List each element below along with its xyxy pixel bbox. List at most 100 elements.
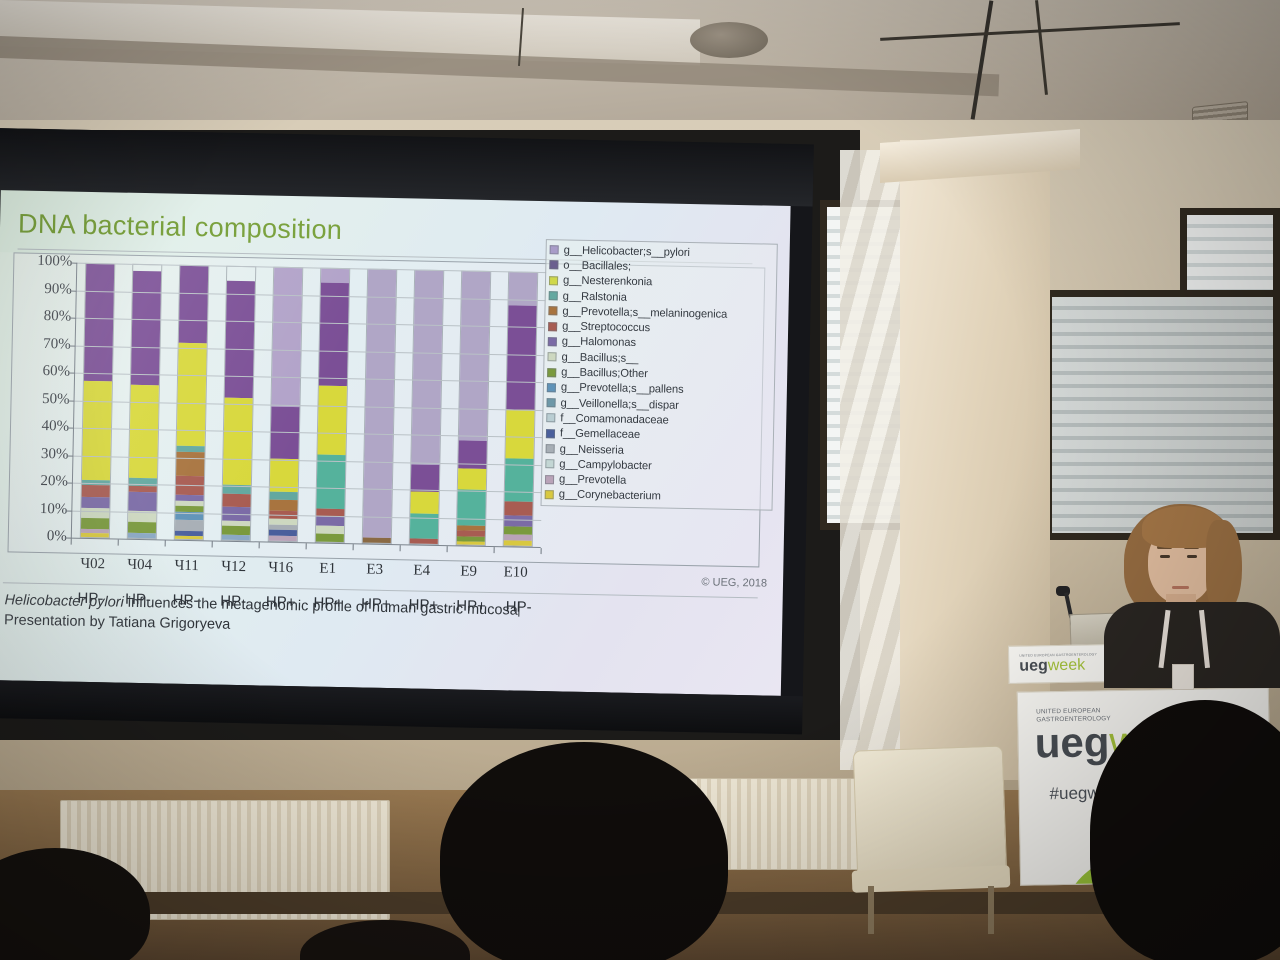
bar-segment [222, 397, 253, 486]
y-axis-tick-label: 100% [37, 252, 73, 270]
bar-segment [174, 535, 203, 540]
page-title: DNA bacterial composition [17, 208, 343, 246]
x-axis-tick [164, 540, 166, 547]
chair-leg [988, 886, 994, 934]
caption-species-name: Helicobacter pylori [4, 592, 124, 611]
bar-segment [81, 381, 112, 481]
legend-label: g__Neisseria [559, 442, 624, 457]
bar-segment [128, 384, 159, 479]
bar-segment [503, 515, 532, 527]
y-axis-tick-label: 20% [40, 473, 69, 490]
microphone-head [1056, 586, 1070, 596]
bar-segment [175, 451, 205, 477]
legend-label: g__Helicobacter;s__pylori [563, 244, 690, 259]
window-center [1045, 290, 1280, 540]
bar-segment [362, 269, 396, 538]
legend-color-swatch [544, 490, 554, 500]
legend-color-swatch [544, 474, 555, 484]
y-axis-tick [65, 482, 73, 484]
legend-label: o__Bacillales; [563, 259, 632, 273]
x-axis-label: E1 [319, 560, 337, 577]
y-axis-tick [70, 262, 78, 264]
bar-segment [174, 519, 203, 532]
bar-segment [127, 491, 157, 512]
curtain [840, 150, 910, 770]
name-badge [1172, 664, 1194, 690]
legend-label: g__Prevotella [558, 473, 627, 487]
y-axis-tick [69, 290, 77, 292]
week-wordmark-small: week [1047, 656, 1086, 674]
legend-color-swatch [549, 260, 559, 270]
copyright-text: © UEG, 2018 [701, 576, 768, 590]
x-axis-label: Ч11 [174, 557, 200, 575]
y-axis-tick-label: 40% [41, 418, 70, 435]
presentation-slide: DNA bacterial composition 0% 10% 20% 30% 40%… [0, 190, 791, 696]
bar-segment [268, 499, 298, 512]
y-axis-tick-label: 60% [42, 363, 71, 380]
y-axis-tick [67, 400, 75, 402]
legend-label: g__Campylobacter [559, 458, 652, 473]
legend-item[interactable]: g__Corynebacterium [544, 487, 769, 507]
bar-segment [127, 521, 156, 533]
podium-logo-small: UNITED EUROPEAN GASTROENTEROLOGY uegweek [1019, 653, 1097, 675]
legend-label: g__Prevotella;s__pallens [560, 381, 684, 397]
bar-segment [505, 305, 537, 410]
legend-color-swatch [548, 306, 558, 316]
legend-color-swatch [545, 459, 555, 469]
bar-segment [362, 537, 391, 544]
x-axis-tick [446, 546, 448, 553]
text-cursor [518, 602, 520, 617]
hair-side [1206, 520, 1242, 612]
x-axis-tick [211, 541, 213, 548]
x-axis-label: E3 [366, 561, 384, 578]
x-axis-label: Ч12 [221, 558, 247, 576]
legend-color-swatch [546, 382, 556, 393]
legend-label: g__Bacillus;s__ [561, 351, 639, 365]
bar-segment [456, 541, 485, 545]
x-axis-label: E10 [503, 564, 528, 581]
chair [852, 745, 1008, 881]
legend-label: g__Veillonella;s__dispar [560, 397, 679, 412]
x-axis-tick [352, 544, 354, 551]
legend-label: g__Ralstonia [562, 289, 627, 304]
bar-segment [503, 539, 532, 546]
y-axis-tick [65, 510, 73, 512]
projection-screen: DNA bacterial composition 0% 10% 20% 30% 40%… [0, 128, 814, 735]
bar-segment [409, 491, 439, 514]
legend-color-swatch [547, 367, 557, 377]
audience-head [1090, 700, 1280, 960]
y-axis-tick [68, 345, 76, 347]
y-axis-tick [69, 317, 77, 319]
bar-segment [457, 467, 486, 491]
ueg-wordmark: ueg [1034, 718, 1110, 767]
legend-label: f__Gemellaceae [559, 427, 641, 442]
y-axis-tick [66, 455, 74, 457]
bar-segment [409, 537, 438, 544]
x-axis-tick [399, 545, 401, 552]
y-axis-tick-label: 30% [40, 445, 69, 463]
legend-label: g__Halomonas [561, 335, 636, 350]
y-axis-tick-label: 90% [44, 280, 72, 298]
ceiling-vent [690, 22, 768, 58]
bar-segment [315, 533, 344, 543]
bar-segment [315, 454, 346, 510]
bar-segment [410, 464, 439, 493]
y-axis-tick-label: 0% [46, 528, 67, 545]
legend-color-swatch [547, 337, 557, 347]
bar-segment [221, 534, 250, 541]
legend-label: g__Nesterenkonia [562, 274, 653, 289]
x-axis-tick [117, 539, 119, 546]
x-axis-label: E9 [460, 563, 478, 580]
x-axis-tick [305, 543, 307, 550]
x-axis-label: E4 [413, 562, 431, 579]
legend-color-swatch [545, 444, 555, 454]
bar-segment [80, 532, 109, 538]
legend-label: g__Prevotella;s__melaninogenica [562, 305, 728, 321]
legend-label: g__Streptococcus [562, 320, 651, 335]
x-axis-tick [258, 542, 260, 549]
bar-segment [130, 270, 161, 386]
bar-segment [456, 489, 486, 526]
mouth [1172, 586, 1189, 589]
y-axis-tick-label: 10% [39, 500, 68, 518]
bar-segment [270, 267, 302, 408]
